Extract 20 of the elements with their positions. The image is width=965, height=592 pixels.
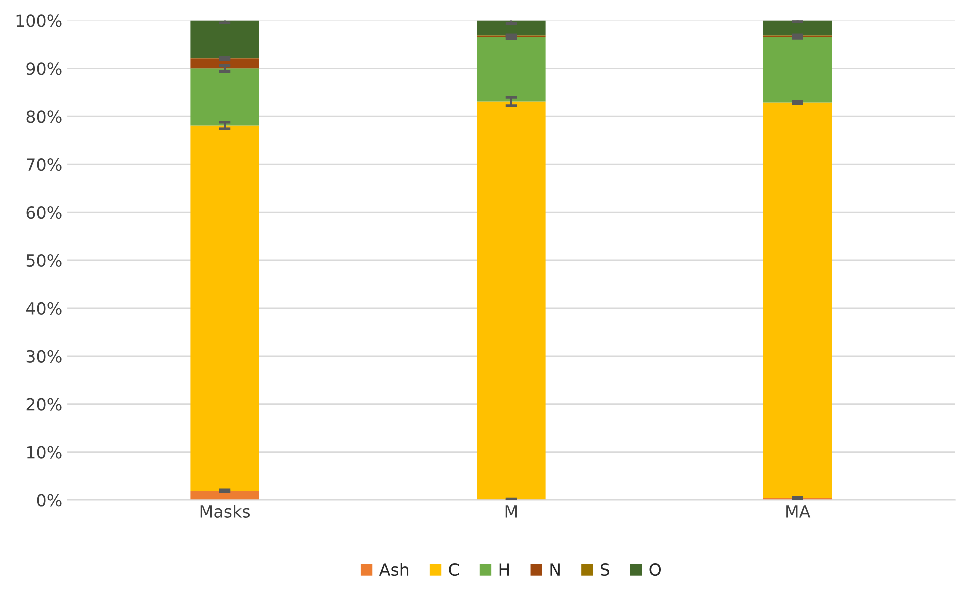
x-tick-label: MA bbox=[786, 506, 811, 518]
y-tick-label: 0% bbox=[37, 494, 62, 507]
y-tick-label: 10% bbox=[27, 446, 62, 459]
y-tick-label: 90% bbox=[26, 62, 62, 76]
y-tick-label: 100% bbox=[16, 14, 62, 28]
legend-label: C bbox=[449, 563, 460, 576]
y-tick-label: 70% bbox=[27, 158, 62, 172]
y-tick-label: 80% bbox=[26, 110, 62, 124]
x-tick-label: M bbox=[506, 506, 518, 518]
legend-label: O bbox=[650, 563, 662, 576]
legend-label: H bbox=[500, 564, 510, 576]
legend-label: N bbox=[550, 564, 560, 576]
legend-label: Ash bbox=[379, 563, 409, 576]
x-tick-label: Masks bbox=[200, 505, 250, 518]
y-tick-label: 30% bbox=[26, 350, 62, 363]
y-tick-label: 40% bbox=[26, 302, 62, 315]
y-tick-label: 20% bbox=[26, 398, 62, 411]
y-tick-label: 60% bbox=[26, 206, 62, 220]
legend-label: S bbox=[601, 563, 610, 576]
y-tick-label: 50% bbox=[26, 254, 62, 268]
